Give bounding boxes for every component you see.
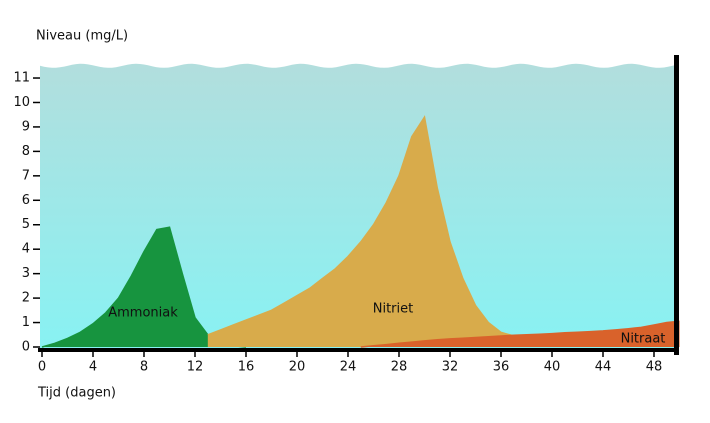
area-line [360,320,680,348]
x-axis-label: Tijd (dagen) [37,386,116,401]
area-fill [360,321,680,347]
x-tick-label: 24 [340,360,357,375]
x-tick-label: 40 [544,360,561,375]
area-line [207,115,515,337]
x-tick-label: 28 [391,360,408,375]
y-tick-label: 2 [22,291,30,306]
x-axis-line [38,348,679,352]
x-tick-label: 16 [238,360,255,375]
y-tick-label: 9 [22,119,30,134]
x-tick-label: 48 [646,360,663,375]
x-tick-label: 36 [493,360,510,375]
y-tick-label: 4 [22,242,30,257]
y-tick-label: 1 [22,315,30,330]
area-fill [42,227,246,347]
x-tick-label: 4 [89,360,97,375]
x-tick-label: 32 [442,360,459,375]
y-axis-label: Niveau (mg/L) [36,29,128,44]
y-tick-label: 10 [13,95,30,110]
y-tick-label: 7 [22,168,30,183]
series-label: Ammoniak [108,306,178,321]
right-border [674,55,679,355]
y-tick-label: 3 [22,266,30,281]
y-tick-label: 6 [22,193,30,208]
x-tick-label: 44 [595,360,612,375]
y-tick-label: 0 [22,340,30,355]
x-tick-label: 0 [38,360,46,375]
series-label: Nitriet [373,302,414,317]
water-background [40,63,676,350]
area-fill [207,117,514,347]
y-tick-label: 11 [13,71,30,86]
x-tick-label: 20 [289,360,306,375]
y-tick-label: 8 [22,144,30,159]
x-tick-label: 12 [187,360,204,375]
series-label: Nitraat [621,332,666,347]
y-tick-label: 5 [22,217,30,232]
x-tick-label: 8 [140,360,148,375]
